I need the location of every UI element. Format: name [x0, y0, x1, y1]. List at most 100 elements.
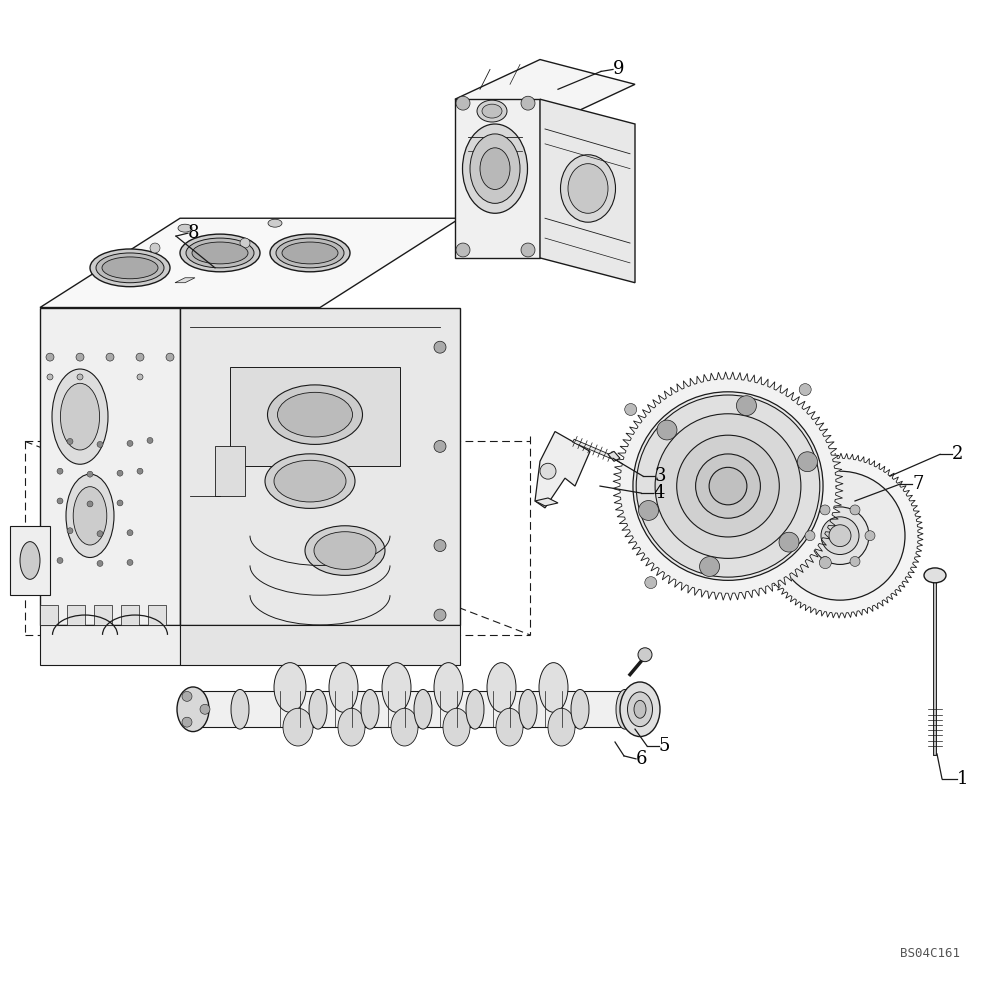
Circle shape: [700, 557, 720, 576]
Text: 7: 7: [912, 475, 923, 493]
Ellipse shape: [276, 238, 344, 268]
Ellipse shape: [677, 435, 779, 537]
Ellipse shape: [52, 369, 108, 464]
Ellipse shape: [434, 663, 463, 712]
Ellipse shape: [186, 238, 254, 268]
Circle shape: [865, 531, 875, 541]
Circle shape: [434, 540, 446, 552]
Ellipse shape: [180, 234, 260, 272]
Polygon shape: [180, 625, 460, 665]
Ellipse shape: [73, 487, 107, 545]
Ellipse shape: [268, 219, 282, 227]
Polygon shape: [40, 625, 180, 665]
Text: 8: 8: [188, 224, 200, 242]
Ellipse shape: [480, 148, 510, 189]
Polygon shape: [67, 605, 85, 625]
Polygon shape: [540, 99, 635, 283]
Circle shape: [434, 609, 446, 621]
Circle shape: [46, 353, 54, 361]
Circle shape: [639, 501, 659, 521]
Circle shape: [57, 498, 63, 504]
Polygon shape: [175, 278, 195, 283]
Ellipse shape: [568, 164, 608, 213]
Ellipse shape: [655, 414, 801, 558]
Ellipse shape: [283, 708, 313, 746]
Circle shape: [127, 440, 133, 446]
Circle shape: [540, 463, 556, 479]
Circle shape: [127, 530, 133, 536]
Circle shape: [137, 374, 143, 380]
Circle shape: [657, 420, 677, 439]
Ellipse shape: [470, 134, 520, 203]
Circle shape: [117, 500, 123, 506]
Circle shape: [799, 384, 811, 396]
Circle shape: [67, 528, 73, 534]
Text: 6: 6: [636, 750, 648, 768]
Ellipse shape: [519, 689, 537, 729]
Polygon shape: [185, 691, 650, 727]
Ellipse shape: [178, 224, 192, 232]
Circle shape: [819, 557, 831, 568]
Ellipse shape: [231, 689, 249, 729]
Circle shape: [147, 437, 153, 443]
Ellipse shape: [265, 454, 355, 508]
Circle shape: [456, 243, 470, 257]
Ellipse shape: [361, 689, 379, 729]
Circle shape: [820, 557, 830, 566]
Ellipse shape: [329, 663, 358, 712]
Ellipse shape: [382, 663, 411, 712]
Circle shape: [136, 353, 144, 361]
Ellipse shape: [482, 104, 502, 118]
Polygon shape: [535, 498, 558, 506]
Ellipse shape: [829, 525, 851, 547]
Polygon shape: [455, 99, 540, 258]
Ellipse shape: [496, 708, 523, 746]
Ellipse shape: [414, 689, 432, 729]
Text: 1: 1: [957, 770, 968, 788]
Circle shape: [97, 560, 103, 566]
Ellipse shape: [628, 692, 652, 726]
Circle shape: [645, 576, 657, 588]
Ellipse shape: [924, 567, 946, 583]
Circle shape: [521, 243, 535, 257]
Circle shape: [127, 559, 133, 565]
Circle shape: [240, 238, 250, 248]
Circle shape: [779, 533, 799, 553]
Text: BS04C161: BS04C161: [900, 947, 960, 960]
Polygon shape: [10, 526, 50, 595]
Circle shape: [850, 505, 860, 515]
Text: 4: 4: [653, 484, 664, 502]
Ellipse shape: [462, 124, 528, 213]
Circle shape: [434, 440, 446, 452]
Ellipse shape: [487, 663, 516, 712]
Polygon shape: [455, 60, 635, 124]
Polygon shape: [40, 605, 58, 625]
Circle shape: [456, 96, 470, 110]
Polygon shape: [613, 372, 843, 600]
Polygon shape: [40, 218, 460, 308]
Circle shape: [57, 558, 63, 563]
Polygon shape: [40, 308, 180, 625]
Text: 9: 9: [613, 61, 624, 78]
Ellipse shape: [278, 393, 352, 437]
Text: 5: 5: [659, 737, 670, 755]
Ellipse shape: [633, 392, 823, 580]
Ellipse shape: [177, 687, 209, 732]
Ellipse shape: [560, 155, 616, 222]
Ellipse shape: [696, 454, 760, 518]
Ellipse shape: [616, 689, 634, 729]
Ellipse shape: [282, 242, 338, 264]
Circle shape: [47, 374, 53, 380]
Text: 3: 3: [655, 467, 666, 485]
Ellipse shape: [192, 242, 248, 264]
Circle shape: [182, 717, 192, 727]
Ellipse shape: [571, 689, 589, 729]
Circle shape: [736, 396, 756, 416]
Polygon shape: [180, 308, 460, 625]
Ellipse shape: [314, 532, 376, 569]
Ellipse shape: [305, 526, 385, 575]
Circle shape: [57, 468, 63, 474]
Circle shape: [182, 691, 192, 701]
Polygon shape: [230, 367, 400, 466]
Ellipse shape: [539, 663, 568, 712]
